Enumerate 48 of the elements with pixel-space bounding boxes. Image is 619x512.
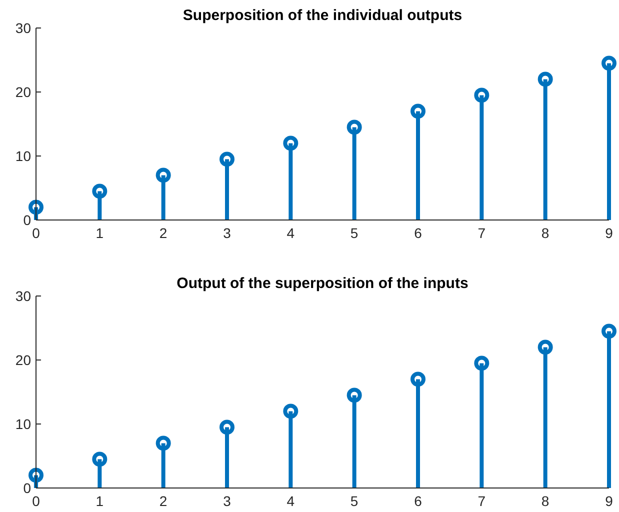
x-tick-label: 4 (286, 225, 295, 241)
point (156, 168, 171, 183)
point (538, 72, 553, 87)
chart-title: Superposition of the individual outputs (182, 7, 462, 24)
x-tick-label: 2 (159, 225, 168, 241)
x-tick-label: 9 (605, 493, 614, 509)
point (474, 88, 490, 103)
point (602, 324, 616, 339)
point (92, 452, 108, 467)
point (220, 420, 234, 435)
point (346, 388, 362, 403)
x-tick-label: 7 (478, 493, 486, 509)
point (346, 120, 362, 135)
point (220, 152, 234, 167)
x-tick-label: 8 (541, 225, 550, 241)
x-tick-label: 3 (223, 225, 232, 241)
y-tick-label: 20 (15, 84, 32, 100)
point (602, 56, 616, 71)
x-tick-label: 6 (414, 493, 422, 509)
point (92, 184, 108, 199)
point (474, 356, 490, 371)
x-tick-label: 2 (159, 493, 168, 509)
point (410, 104, 426, 119)
x-tick-label: 8 (541, 493, 550, 509)
y-tick-label: 10 (15, 416, 32, 432)
x-tick-label: 5 (350, 225, 358, 241)
y-tick-label: 0 (23, 212, 32, 228)
x-tick-label: 4 (286, 493, 295, 509)
x-tick-label: 1 (96, 493, 104, 509)
x-tick-label: 3 (223, 493, 232, 509)
point (410, 372, 426, 387)
y-tick-label: 30 (15, 20, 32, 36)
point (283, 404, 298, 419)
x-tick-label: 9 (605, 225, 614, 241)
y-tick-label: 20 (15, 352, 32, 368)
y-tick-label: 0 (23, 480, 32, 496)
point (28, 200, 44, 215)
x-tick-label: 7 (478, 225, 486, 241)
point (538, 340, 553, 355)
x-tick-label: 1 (96, 225, 104, 241)
x-tick-label: 6 (414, 225, 422, 241)
x-tick-label: 5 (350, 493, 358, 509)
y-tick-label: 30 (15, 288, 32, 304)
point (283, 136, 298, 151)
chart-title: Output of the superposition of the inputs (176, 275, 468, 292)
y-tick-label: 10 (15, 148, 32, 164)
point (28, 468, 44, 483)
point (156, 436, 171, 451)
